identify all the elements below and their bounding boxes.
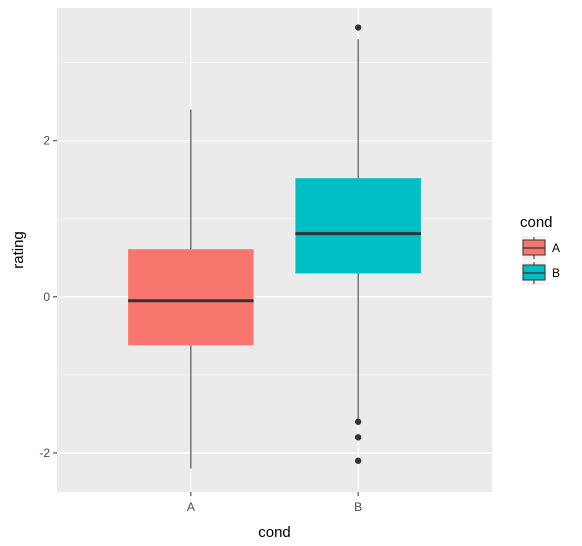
legend-entry-B: B — [522, 261, 560, 285]
legend-label: B — [552, 266, 560, 280]
boxes — [128, 24, 421, 469]
outlier-point — [354, 434, 362, 441]
legend-entry-A: A — [522, 236, 560, 260]
y-axis: -2 0 2 — [39, 134, 57, 460]
x-axis-title: cond — [258, 524, 291, 541]
box-B — [295, 24, 421, 464]
outlier-point — [354, 418, 362, 425]
box-rect — [128, 249, 254, 346]
y-axis-title: rating — [10, 231, 27, 269]
y-tick-label: -2 — [39, 446, 50, 460]
x-tick-label: A — [187, 500, 195, 514]
box-A — [128, 109, 254, 469]
outlier-point — [354, 457, 362, 464]
panel-background — [57, 8, 492, 492]
legend-label: A — [552, 241, 560, 255]
legend-title: cond — [520, 214, 553, 231]
legend: cond AB — [520, 214, 560, 285]
box-rect — [295, 178, 421, 274]
x-tick-label: B — [354, 500, 362, 514]
y-tick-label: 2 — [43, 134, 50, 148]
outlier-point — [354, 24, 362, 31]
y-tick-label: 0 — [43, 290, 50, 304]
